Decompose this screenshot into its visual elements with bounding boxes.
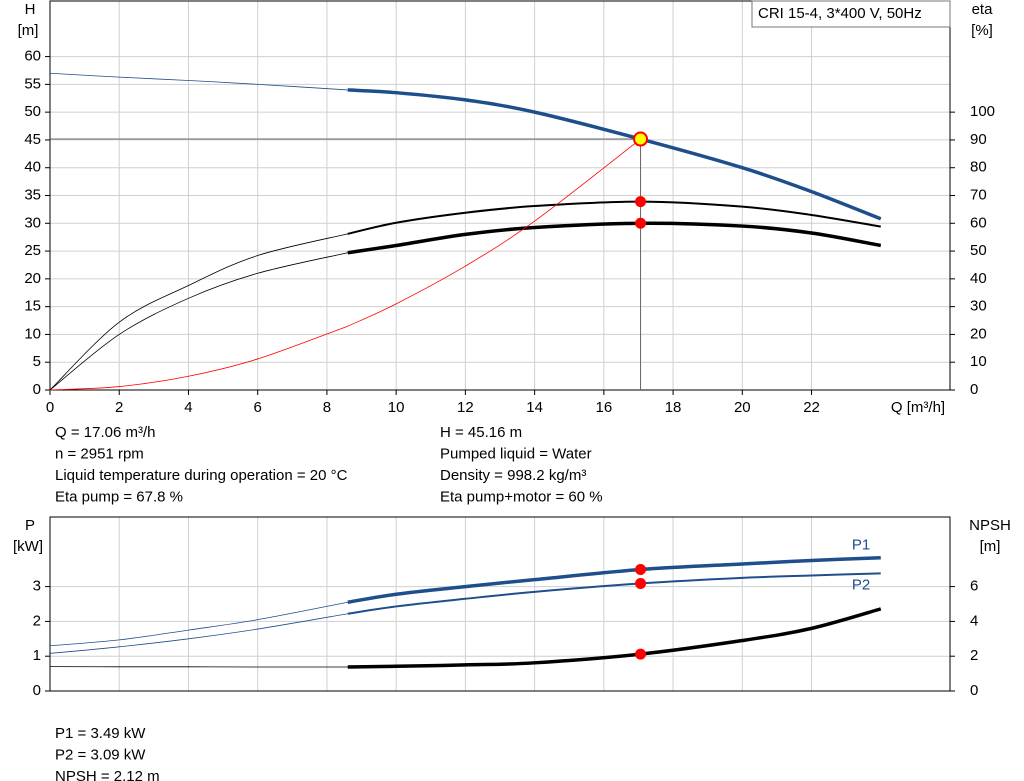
x-tick-label: 2 xyxy=(115,399,123,416)
y-tick-label: 25 xyxy=(24,242,41,259)
info-text: Density = 998.2 kg/m³ xyxy=(440,467,586,484)
curve xyxy=(347,607,882,669)
y-axis-unit: [kW] xyxy=(13,538,43,555)
x-tick-label: 12 xyxy=(457,399,474,416)
x-tick-label: 18 xyxy=(665,399,682,416)
y2-tick-label: 40 xyxy=(970,270,987,287)
y-tick-label: 20 xyxy=(24,270,41,287)
y2-tick-label: 90 xyxy=(970,131,987,148)
curve xyxy=(347,572,881,615)
y2-tick-label: 0 xyxy=(970,682,978,699)
y2-axis-label: NPSH xyxy=(969,517,1011,534)
y-axis-label: H xyxy=(25,1,36,18)
curve xyxy=(347,221,882,255)
x-tick-label: 20 xyxy=(734,399,751,416)
series-layer xyxy=(49,555,882,669)
legend-box xyxy=(751,0,951,28)
y2-axis-label: eta xyxy=(972,1,994,18)
y2-tick-label: 70 xyxy=(970,186,987,203)
duty-point xyxy=(635,217,647,229)
duty-point xyxy=(635,648,647,660)
y-tick-label: 55 xyxy=(24,75,41,92)
x-tick-label: 8 xyxy=(323,399,331,416)
plot-area xyxy=(50,517,950,691)
x-tick-label: 22 xyxy=(803,399,820,416)
curve xyxy=(49,72,348,91)
y-tick-label: 2 xyxy=(33,612,41,629)
curve xyxy=(49,325,348,391)
y-tick-label: 0 xyxy=(33,682,41,699)
info-text: n = 2951 rpm xyxy=(55,445,144,462)
info-text: Q = 17.06 m³/h xyxy=(55,424,155,441)
y-tick-label: 0 xyxy=(33,381,41,398)
info-text: Liquid temperature during operation = 20… xyxy=(55,467,348,484)
curve xyxy=(347,200,881,235)
y-tick-label: 40 xyxy=(24,159,41,176)
y2-tick-label: 20 xyxy=(970,325,987,342)
y2-tick-label: 80 xyxy=(970,159,987,176)
info-text: P2 = 3.09 kW xyxy=(55,746,146,763)
y2-tick-label: 2 xyxy=(970,647,978,664)
y-tick-label: 60 xyxy=(24,48,41,65)
curve xyxy=(49,233,348,391)
series-layer xyxy=(49,72,882,391)
y2-axis-unit: [%] xyxy=(971,22,993,39)
y-tick-label: 15 xyxy=(24,298,41,315)
x-tick-label: 0 xyxy=(46,399,54,416)
info-text: Pumped liquid = Water xyxy=(440,445,592,462)
y2-tick-label: 10 xyxy=(970,353,987,370)
x-tick-label: 16 xyxy=(596,399,613,416)
y2-tick-label: 60 xyxy=(970,214,987,231)
y-tick-label: 10 xyxy=(24,325,41,342)
duty-point xyxy=(635,577,647,589)
plot-frame xyxy=(49,516,951,692)
curve xyxy=(49,601,348,647)
duty-point xyxy=(635,564,647,576)
curve xyxy=(347,138,641,327)
y-tick-label: 5 xyxy=(33,353,41,370)
duty-point xyxy=(633,131,649,147)
series-label: P1 xyxy=(852,537,870,554)
y2-tick-label: 6 xyxy=(970,578,978,595)
y-tick-label: 35 xyxy=(24,186,41,203)
y2-tick-label: 30 xyxy=(970,298,987,315)
y-tick-label: 3 xyxy=(33,578,41,595)
info-text: H = 45.16 m xyxy=(440,424,522,441)
info-text: Eta pump+motor = 60 % xyxy=(440,488,603,505)
curve xyxy=(347,88,882,221)
info-text: NPSH = 2.12 m xyxy=(55,768,160,781)
x-axis-label: Q [m³/h] xyxy=(891,399,945,416)
y-tick-label: 50 xyxy=(24,103,41,120)
y-axis-label: P xyxy=(25,517,35,534)
series-label: P2 xyxy=(852,576,870,593)
y2-tick-label: 0 xyxy=(970,381,978,398)
y2-tick-label: 50 xyxy=(970,242,987,259)
legend-text: CRI 15-4, 3*400 V, 50Hz xyxy=(758,5,922,22)
y-tick-label: 30 xyxy=(24,214,41,231)
info-text: Eta pump = 67.8 % xyxy=(55,488,183,505)
info-text: P1 = 3.49 kW xyxy=(55,725,146,742)
y-tick-label: 45 xyxy=(24,131,41,148)
x-tick-label: 14 xyxy=(526,399,543,416)
y2-tick-label: 100 xyxy=(970,103,995,120)
x-tick-label: 6 xyxy=(254,399,262,416)
curve xyxy=(347,555,881,604)
x-tick-label: 10 xyxy=(388,399,405,416)
y2-axis-unit: [m] xyxy=(980,538,1001,555)
y-tick-label: 1 xyxy=(33,647,41,664)
curve xyxy=(49,252,348,391)
curve xyxy=(49,613,348,654)
x-tick-label: 4 xyxy=(184,399,192,416)
y-axis-unit: [m] xyxy=(18,22,39,39)
duty-point xyxy=(635,196,647,208)
y2-tick-label: 4 xyxy=(970,612,978,629)
